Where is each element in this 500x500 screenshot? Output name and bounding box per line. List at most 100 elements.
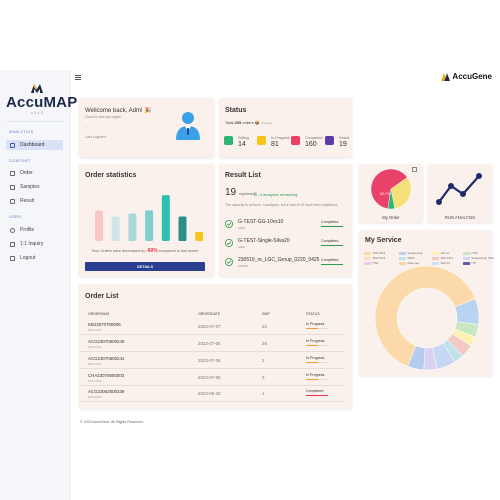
result-row[interactable]: 230519_re_LGC_Group_0220_0425 230519 Com… bbox=[225, 257, 343, 271]
order-icon bbox=[10, 170, 15, 176]
legend-item[interactable]: WMS bbox=[399, 256, 414, 260]
legend-item[interactable]: Sequencing bbox=[399, 251, 422, 255]
sidebar-item-label: Dashboard bbox=[20, 142, 45, 148]
remaining-analyses: ⏱ -4 analyses remaining bbox=[254, 192, 298, 197]
order-list-title: Order List bbox=[85, 293, 119, 300]
user-avatar-icon bbox=[176, 112, 200, 140]
legend-label: 16s v4 bbox=[440, 251, 449, 255]
sidebar-item-inquiry[interactable]: 1:1 Inquiry bbox=[6, 239, 63, 249]
order-list-card bbox=[79, 284, 352, 409]
sidebar-item-dashboard[interactable]: Dashboard bbox=[6, 140, 63, 150]
sidebar-item-label: Samples bbox=[20, 184, 40, 190]
sidebar-item-label: Profile bbox=[20, 227, 35, 233]
result-sub: uSeb bbox=[238, 245, 246, 249]
sidebar-item-label: Result bbox=[20, 198, 35, 204]
bar-6[interactable] bbox=[178, 216, 187, 241]
welcome-card: Wellcome back, Adm! 🎉 Good to see you ag… bbox=[79, 98, 214, 158]
my-order-label: My Order bbox=[382, 215, 400, 220]
progress-icon bbox=[257, 136, 266, 145]
column-header-smp[interactable]: SMP bbox=[262, 312, 270, 316]
legend-item[interactable]: 16S V3V4 bbox=[364, 251, 385, 255]
sidebar-item-label: Order bbox=[20, 170, 33, 176]
bar-3[interactable] bbox=[128, 213, 137, 241]
sidebar-item-logout[interactable]: Logout bbox=[6, 253, 63, 263]
status-item-in-progress[interactable]: In-Progress 81 bbox=[257, 135, 317, 151]
legend-item[interactable]: ITS bbox=[463, 261, 476, 265]
status-item-completed[interactable]: Completed 160 bbox=[291, 135, 351, 151]
legend-swatch bbox=[364, 251, 371, 255]
bar-5[interactable] bbox=[161, 195, 170, 241]
sidebar-item-profile[interactable]: Profile bbox=[6, 225, 63, 235]
legend-item[interactable]: 16S V4 bbox=[432, 261, 450, 265]
status-item-editing[interactable]: Editing 14 bbox=[224, 135, 284, 151]
inquiry-icon bbox=[10, 241, 15, 247]
bar-4[interactable] bbox=[145, 210, 154, 241]
order-progress-fill bbox=[306, 328, 319, 329]
pie-data-label: 62.7% bbox=[380, 192, 391, 196]
status-item-result[interactable]: Result 19 bbox=[325, 135, 385, 151]
status-total-unit: (Cases) bbox=[260, 121, 272, 125]
legend-label: 16S V4 bbox=[440, 261, 450, 265]
run-analysis-label: RUN ANALYSIS bbox=[444, 215, 476, 220]
result-sub: 230519 bbox=[238, 264, 249, 268]
status-value: 19 bbox=[339, 141, 347, 148]
pie-slice-completed[interactable] bbox=[370, 168, 408, 209]
order-row[interactable]: ACG23070600240 16S V3V4 2023-07-06 26 In Pro… bbox=[80, 337, 345, 352]
legend-item[interactable]: ITS1 bbox=[364, 261, 378, 265]
status-card: Status Total 255 orders 📦 (Cases) Editin… bbox=[219, 98, 352, 158]
run-analysis-card[interactable]: RUN ANALYSIS bbox=[428, 164, 492, 223]
legend-item[interactable]: 16S V3V4 bbox=[364, 256, 385, 260]
order-row[interactable]: CHA23070600003 16S V3V4 2023-07-06 3 In Prog… bbox=[80, 371, 345, 386]
sidebar-item-samples[interactable]: Samples bbox=[6, 182, 63, 192]
order-row[interactable]: ACG23062000339 16S V3V4 2023-06-20 1 Complet… bbox=[80, 387, 345, 402]
legend-item[interactable]: ITS2 bbox=[463, 251, 477, 255]
order-date: 2023-07-06 bbox=[198, 375, 221, 380]
brand-logo[interactable]: AccuGene bbox=[441, 72, 492, 81]
sidebar-item-order[interactable]: Order bbox=[6, 168, 63, 178]
order-progress-bar bbox=[306, 328, 328, 329]
legend-item[interactable]: 16S V3V4 bbox=[432, 256, 453, 260]
order-row[interactable]: KB23070700006 16S V3V4 2023-07-07 23 In Prog… bbox=[80, 320, 345, 335]
bar-2[interactable] bbox=[111, 216, 120, 241]
legend-swatch bbox=[364, 256, 371, 260]
result-row[interactable]: G-TEST-GG-10vs10 uSeb Completed bbox=[225, 219, 343, 233]
column-header-ordernum[interactable]: ORDERNUM bbox=[88, 312, 110, 316]
bar-1[interactable] bbox=[95, 210, 103, 241]
order-number: CHA23070600003 bbox=[88, 373, 125, 378]
profile-icon bbox=[10, 227, 15, 233]
details-button[interactable]: DETAILS bbox=[85, 262, 205, 271]
pie-slice-in-progress[interactable] bbox=[390, 177, 412, 209]
accugene-logo-icon bbox=[441, 72, 451, 81]
app-logo[interactable]: AccuMAP v 1.1.2 bbox=[6, 84, 78, 115]
result-row[interactable]: G-TEST-Single-Silva20 uSeb Completed bbox=[225, 238, 343, 252]
status-label: Result bbox=[339, 136, 350, 140]
donut-slice[interactable] bbox=[407, 345, 426, 371]
brand-name: AccuGene bbox=[452, 72, 492, 81]
welcome-title: Wellcome back, Adm! 🎉 bbox=[85, 108, 152, 114]
order-statistics-chart bbox=[95, 195, 203, 241]
column-header-orderdate[interactable]: ORDERDATE bbox=[198, 312, 221, 316]
expand-icon[interactable] bbox=[412, 167, 417, 172]
legend-swatch bbox=[399, 261, 406, 265]
sidebar-item-result[interactable]: Result bbox=[6, 196, 63, 206]
order-sample-count: 3 bbox=[262, 375, 265, 380]
donut-slice[interactable] bbox=[374, 265, 476, 367]
legend-swatch bbox=[463, 256, 470, 260]
order-row[interactable]: ACG23070600241 16S V3V4 2023-07-06 2 In Prog… bbox=[80, 354, 345, 369]
my-order-card[interactable]: 62.7% My Order bbox=[359, 164, 423, 223]
legend-item[interactable]: Meta seq bbox=[399, 261, 419, 265]
bar-7[interactable] bbox=[195, 231, 203, 241]
menu-toggle-button[interactable] bbox=[75, 75, 81, 80]
column-header-status[interactable]: STATUS bbox=[306, 312, 320, 316]
result-name: G-TEST-Single-Silva20 bbox=[238, 238, 290, 244]
result-description: The capacity to perform -4 analyses, but… bbox=[225, 203, 338, 207]
legend-label: ITS1 bbox=[372, 261, 379, 265]
my-order-pie-chart: 62.7% bbox=[370, 168, 412, 210]
app-name: AccuMAP bbox=[6, 94, 78, 111]
pie-slice-editing[interactable] bbox=[387, 188, 395, 210]
order-sample-count: 2 bbox=[262, 358, 265, 363]
order-sample-count: 1 bbox=[262, 391, 265, 396]
nav-section-content: CONTENT bbox=[9, 158, 31, 163]
legend-item[interactable]: 16s v4 bbox=[432, 251, 449, 255]
legend-item[interactable]: Sequencing/ Ultra bbox=[463, 256, 494, 260]
